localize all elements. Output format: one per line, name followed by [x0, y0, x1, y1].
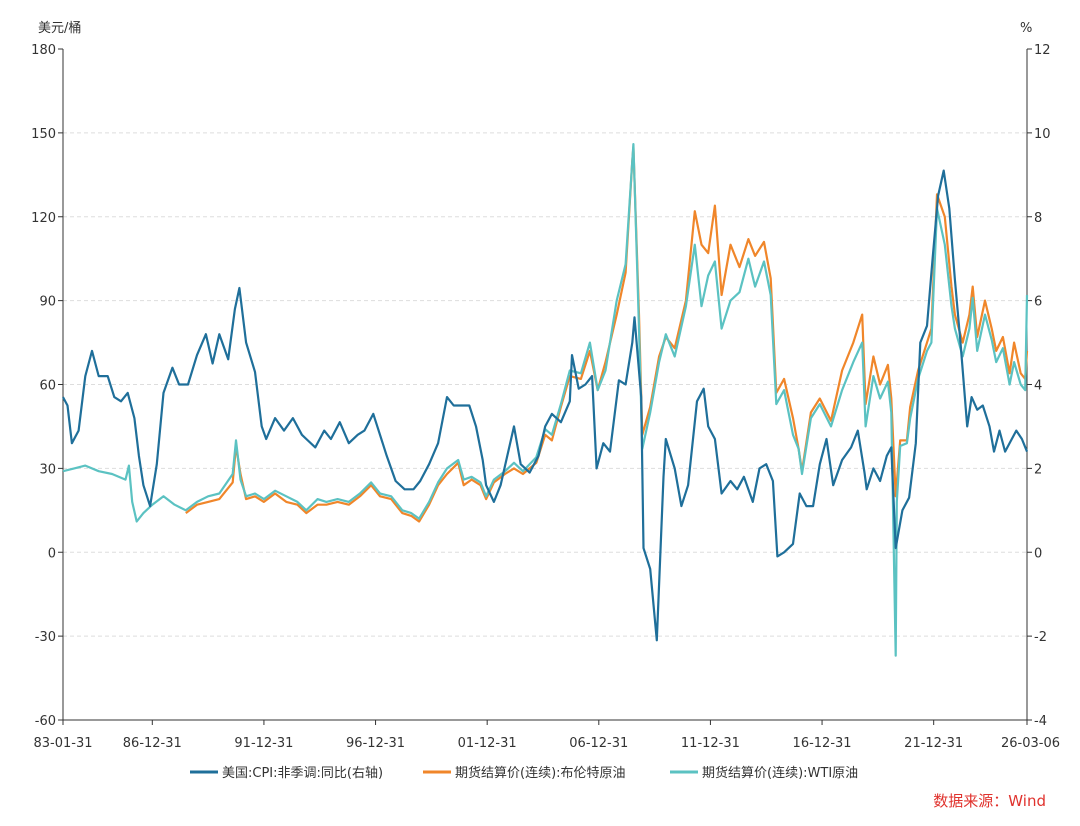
series-line-0 [62, 169, 1029, 642]
x-tick-label: 26-03-06 [1001, 736, 1060, 751]
x-tick-label: 06-12-31 [569, 736, 628, 751]
x-tick-label: 21-12-31 [904, 736, 963, 751]
left-tick-label: -60 [35, 714, 56, 729]
x-tick-label: 83-01-31 [33, 736, 92, 751]
left-tick-label: -30 [35, 630, 56, 645]
x-tick-label: 01-12-31 [458, 736, 517, 751]
legend-label-0: 美国:CPI:非季调:同比(右轴) [222, 766, 383, 781]
left-tick-label: 90 [39, 295, 56, 310]
right-tick-label: -4 [1034, 714, 1047, 729]
right-tick-label: 2 [1034, 462, 1042, 477]
legend-label-2: 期货结算价(连续):WTI原油 [702, 765, 858, 781]
left-axis-ticks: 180 150 120 90 60 30 0 -30 -60 [31, 43, 63, 729]
right-axis-unit: % [1020, 21, 1032, 36]
series-line-1 [185, 145, 1029, 523]
left-axis-unit: 美元/桶 [38, 21, 81, 36]
right-axis-ticks: 12 10 8 6 4 2 0 -2 -4 [1027, 43, 1051, 729]
left-tick-label: 60 [39, 379, 56, 394]
left-tick-label: 150 [31, 127, 56, 142]
x-tick-label: 91-12-31 [234, 736, 293, 751]
x-tick-label: 11-12-31 [681, 736, 740, 751]
series-lines [62, 143, 1029, 657]
series-line-2 [62, 143, 1029, 657]
x-tick-label: 96-12-31 [346, 736, 405, 751]
x-axis-ticks: 83-01-31 86-12-31 91-12-31 96-12-31 01-12-31… [33, 720, 1060, 751]
left-tick-label: 0 [48, 546, 56, 561]
legend: 美国:CPI:非季调:同比(右轴) 期货结算价(连续):布伦特原油 期货结算价(连续… [190, 765, 858, 781]
source-label: 数据来源：Wind [933, 792, 1046, 810]
x-tick-label: 86-12-31 [123, 736, 182, 751]
right-tick-label: 12 [1034, 43, 1051, 58]
right-tick-label: 8 [1034, 211, 1042, 226]
x-tick-label: 16-12-31 [793, 736, 852, 751]
left-tick-label: 180 [31, 43, 56, 58]
right-tick-label: 0 [1034, 546, 1042, 561]
right-tick-label: 10 [1034, 127, 1051, 142]
left-tick-label: 120 [31, 211, 56, 226]
right-tick-label: 6 [1034, 295, 1042, 310]
right-tick-label: 4 [1034, 379, 1042, 394]
left-tick-label: 30 [39, 462, 56, 477]
legend-label-1: 期货结算价(连续):布伦特原油 [455, 765, 626, 781]
gridlines [63, 132, 1027, 637]
right-tick-label: -2 [1034, 630, 1047, 645]
